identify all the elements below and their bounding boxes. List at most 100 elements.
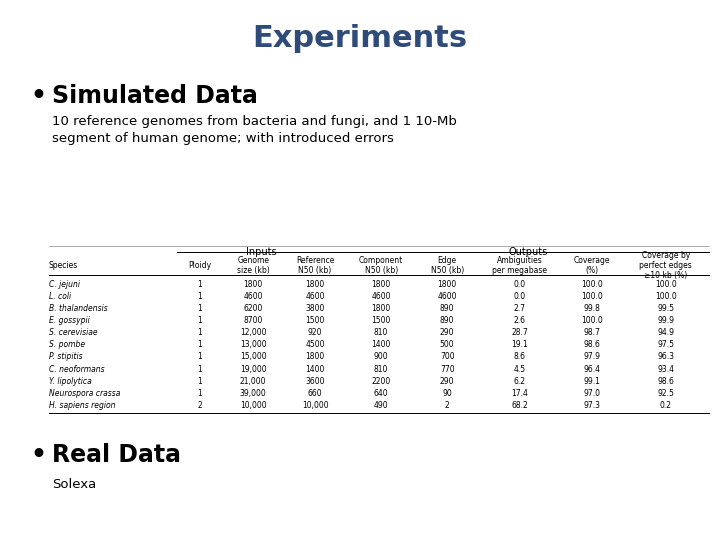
Text: 99.5: 99.5 [657, 304, 675, 313]
Text: •: • [30, 84, 46, 107]
Text: 1: 1 [197, 280, 202, 289]
Text: 2200: 2200 [372, 377, 391, 386]
Text: 97.0: 97.0 [583, 389, 600, 398]
Text: Component
N50 (kb): Component N50 (kb) [359, 255, 403, 275]
Text: 1500: 1500 [372, 316, 391, 325]
Text: 93.4: 93.4 [657, 364, 675, 374]
Text: 890: 890 [440, 304, 454, 313]
Text: 98.7: 98.7 [583, 328, 600, 337]
Text: 0.2: 0.2 [660, 401, 672, 410]
Text: C. neoformans: C. neoformans [49, 364, 104, 374]
Text: 15,000: 15,000 [240, 353, 266, 361]
Text: 6200: 6200 [243, 304, 263, 313]
Text: 1: 1 [197, 340, 202, 349]
Text: Reference
N50 (kb): Reference N50 (kb) [296, 255, 334, 275]
Text: 92.5: 92.5 [657, 389, 675, 398]
Text: 90: 90 [442, 389, 452, 398]
Text: 810: 810 [374, 328, 388, 337]
Text: Real Data: Real Data [52, 443, 181, 467]
Text: 97.5: 97.5 [657, 340, 675, 349]
Text: 1400: 1400 [305, 364, 325, 374]
Text: H. sapiens region: H. sapiens region [49, 401, 115, 410]
Text: 12,000: 12,000 [240, 328, 266, 337]
Text: 8.6: 8.6 [513, 353, 526, 361]
Text: 900: 900 [374, 353, 389, 361]
Text: Genome
size (kb): Genome size (kb) [237, 255, 269, 275]
Text: 1800: 1800 [305, 280, 325, 289]
Text: 1: 1 [197, 353, 202, 361]
Text: E. gossypii: E. gossypii [49, 316, 90, 325]
Text: 700: 700 [440, 353, 454, 361]
Text: 3600: 3600 [305, 377, 325, 386]
Text: 10,000: 10,000 [302, 401, 328, 410]
Text: Outputs: Outputs [508, 247, 547, 256]
Text: 97.9: 97.9 [583, 353, 600, 361]
Text: 6.2: 6.2 [513, 377, 526, 386]
Text: 1: 1 [197, 389, 202, 398]
Text: 770: 770 [440, 364, 454, 374]
Text: 0.0: 0.0 [513, 280, 526, 289]
Text: 660: 660 [308, 389, 323, 398]
Text: 17.4: 17.4 [511, 389, 528, 398]
Text: 4600: 4600 [372, 292, 391, 301]
Text: Coverage
(%): Coverage (%) [573, 255, 610, 275]
Text: 4600: 4600 [305, 292, 325, 301]
Text: Species: Species [49, 261, 78, 269]
Text: 920: 920 [308, 328, 323, 337]
Text: 28.7: 28.7 [511, 328, 528, 337]
Text: 99.9: 99.9 [657, 316, 675, 325]
Text: Experiments: Experiments [253, 24, 467, 53]
Text: 1500: 1500 [305, 316, 325, 325]
Text: 1800: 1800 [305, 353, 325, 361]
Text: P. stipitis: P. stipitis [49, 353, 83, 361]
Text: 94.9: 94.9 [657, 328, 675, 337]
Text: 4600: 4600 [243, 292, 263, 301]
Text: 4500: 4500 [305, 340, 325, 349]
Text: 1: 1 [197, 364, 202, 374]
Text: 4600: 4600 [438, 292, 457, 301]
Text: 2: 2 [445, 401, 449, 410]
Text: 1: 1 [197, 377, 202, 386]
Text: 1: 1 [197, 304, 202, 313]
Text: Edge
N50 (kb): Edge N50 (kb) [431, 255, 464, 275]
Text: 99.1: 99.1 [583, 377, 600, 386]
Text: 98.6: 98.6 [583, 340, 600, 349]
Text: S. pombe: S. pombe [49, 340, 85, 349]
Text: 99.8: 99.8 [583, 304, 600, 313]
Text: 4.5: 4.5 [513, 364, 526, 374]
Text: 2.6: 2.6 [513, 316, 526, 325]
Text: 1: 1 [197, 316, 202, 325]
Text: L. coli: L. coli [49, 292, 71, 301]
Text: 100.0: 100.0 [655, 280, 677, 289]
Text: 68.2: 68.2 [511, 401, 528, 410]
Text: 19.1: 19.1 [511, 340, 528, 349]
Text: 3800: 3800 [305, 304, 325, 313]
Text: 1: 1 [197, 292, 202, 301]
Text: Solexa: Solexa [52, 478, 96, 491]
Text: 1800: 1800 [372, 280, 391, 289]
Text: Ambiguities
per megabase: Ambiguities per megabase [492, 255, 547, 275]
Text: 2: 2 [197, 401, 202, 410]
Text: 98.6: 98.6 [657, 377, 675, 386]
Text: 490: 490 [374, 401, 389, 410]
Text: B. thalandensis: B. thalandensis [49, 304, 108, 313]
Text: 96.3: 96.3 [657, 353, 675, 361]
Text: 13,000: 13,000 [240, 340, 266, 349]
Text: 640: 640 [374, 389, 389, 398]
Text: 500: 500 [440, 340, 454, 349]
Text: 8700: 8700 [243, 316, 263, 325]
Text: S. cerevisiae: S. cerevisiae [49, 328, 98, 337]
Text: Neurospora crassa: Neurospora crassa [49, 389, 120, 398]
Text: 39,000: 39,000 [240, 389, 266, 398]
Text: Y. lipolytica: Y. lipolytica [49, 377, 91, 386]
Text: 19,000: 19,000 [240, 364, 266, 374]
Text: 10 reference genomes from bacteria and fungi, and 1 10-Mb: 10 reference genomes from bacteria and f… [52, 115, 456, 128]
Text: segment of human genome; with introduced errors: segment of human genome; with introduced… [52, 132, 394, 145]
Text: 100.0: 100.0 [581, 316, 603, 325]
Text: Simulated Data: Simulated Data [52, 84, 258, 107]
Text: 1: 1 [197, 328, 202, 337]
Text: Coverage by
perfect edges
≥10 kb (%): Coverage by perfect edges ≥10 kb (%) [639, 251, 692, 280]
Text: •: • [30, 443, 46, 467]
Text: 290: 290 [440, 328, 454, 337]
Text: 97.3: 97.3 [583, 401, 600, 410]
